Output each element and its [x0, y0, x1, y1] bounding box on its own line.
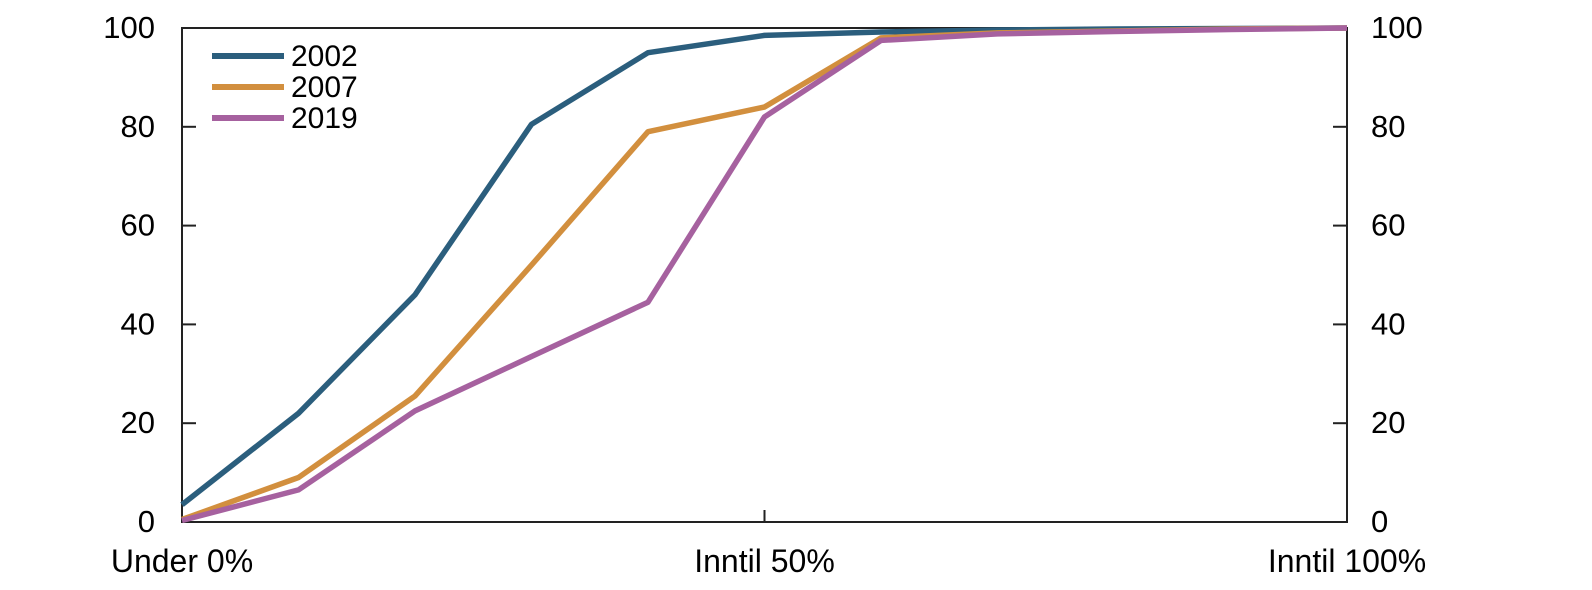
x-axis-label: Inntil 50% — [694, 543, 835, 579]
legend-label-2002: 2002 — [291, 40, 358, 73]
y-axis-label-left: 80 — [121, 109, 155, 144]
y-axis-label-right: 100 — [1371, 10, 1423, 45]
y-axis-label-left: 40 — [121, 306, 155, 341]
legend-label-2019: 2019 — [291, 102, 358, 135]
y-axis-label-right: 60 — [1371, 208, 1405, 243]
x-axis-label: Under 0% — [111, 543, 253, 579]
y-axis-label-left: 0 — [138, 504, 155, 539]
y-axis-label-right: 80 — [1371, 109, 1405, 144]
y-axis-label-right: 40 — [1371, 306, 1405, 341]
y-axis-label-left: 20 — [121, 405, 155, 440]
y-axis-label-left: 60 — [121, 208, 155, 243]
legend-label-2007: 2007 — [291, 71, 358, 104]
y-axis-label-right: 20 — [1371, 405, 1405, 440]
y-axis-label-left: 100 — [103, 10, 155, 45]
x-axis-label: Inntil 100% — [1268, 543, 1426, 579]
y-axis-label-right: 0 — [1371, 504, 1388, 539]
series-line-2019 — [181, 25, 1348, 524]
